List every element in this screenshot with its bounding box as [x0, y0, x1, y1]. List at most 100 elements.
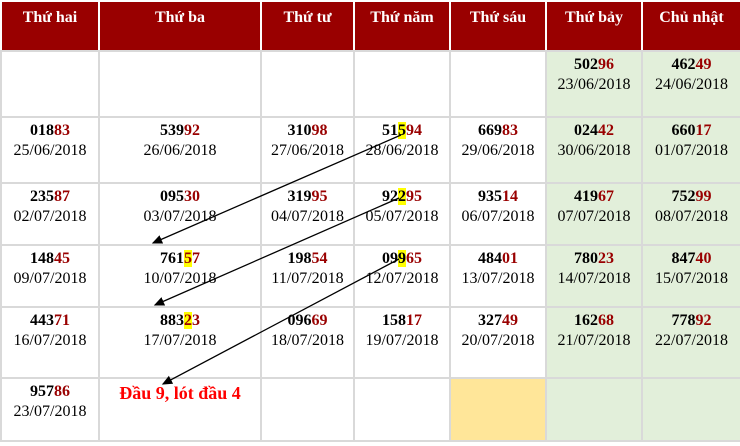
result-digit: 1: [30, 250, 38, 267]
result-date: 01/07/2018: [655, 142, 728, 159]
result-digit: 8: [671, 250, 680, 267]
result-digit: 2: [582, 122, 590, 139]
result-date: 11/07/2018: [271, 270, 344, 287]
result-digit: 8: [168, 312, 176, 329]
result-number: 48401: [451, 249, 545, 269]
result-date: 23/06/2018: [557, 76, 631, 93]
result-digit: 1: [382, 312, 390, 329]
result-digit: 2: [192, 122, 200, 139]
result-digit: 4: [319, 250, 328, 267]
result-digit: 5: [311, 250, 320, 267]
result-digit: 4: [494, 250, 502, 267]
day-cell: 31995 04/07/2018: [260, 182, 355, 246]
result-number: 23587: [2, 187, 98, 207]
result-number: 31098: [262, 121, 353, 141]
result-digit: 8: [687, 312, 696, 329]
result-digit: 8: [303, 250, 312, 267]
result-digit: 0: [192, 188, 200, 205]
result-date: 07/07/2018: [557, 208, 631, 225]
table-body: 50296 23/06/2018 46249 24/06/2018 01883 25/06…: [0, 50, 740, 442]
result-digit: 6: [62, 383, 70, 400]
result-digit: 7: [46, 383, 54, 400]
day-cell: [449, 50, 547, 118]
result-digit: 3: [46, 312, 54, 329]
result-digit: 1: [295, 188, 304, 205]
column-header-2: Thứ tư: [260, 0, 355, 52]
day-cell: 32749 20/07/2018: [449, 306, 547, 379]
result-number: 53992: [100, 121, 260, 141]
result-digit: 2: [590, 312, 598, 329]
result-number: 66983: [451, 121, 545, 141]
result-digit: 6: [478, 122, 486, 139]
result-digit: 7: [54, 312, 62, 329]
result-digit: 7: [671, 188, 680, 205]
result-digit: 6: [598, 188, 606, 205]
result-digit: 9: [311, 188, 320, 205]
result-digit: 2: [687, 56, 696, 73]
result-digit: 0: [574, 122, 582, 139]
result-digit: 2: [590, 56, 598, 73]
result-digit: 6: [582, 312, 590, 329]
result-digit: 3: [287, 122, 296, 139]
result-digit: 3: [486, 188, 494, 205]
result-digit: 5: [176, 188, 184, 205]
result-digit: 7: [671, 312, 680, 329]
result-digit: 8: [398, 312, 406, 329]
result-digit: 2: [390, 188, 398, 205]
result-digit: 4: [695, 250, 704, 267]
result-digit: 3: [606, 250, 614, 267]
result-digit: 3: [62, 122, 70, 139]
result-digit: 7: [703, 122, 712, 139]
day-cell: 09530 03/07/2018: [98, 182, 262, 246]
result-digit: 9: [295, 312, 304, 329]
result-digit: 5: [414, 188, 422, 205]
result-number: 92295: [355, 187, 449, 207]
result-digit: 0: [582, 56, 590, 73]
result-number: 19854: [262, 249, 353, 269]
result-digit: 7: [62, 188, 70, 205]
result-digit: 7: [192, 250, 200, 267]
result-digit: 7: [160, 250, 168, 267]
day-cell: 23587 02/07/2018: [0, 182, 100, 246]
result-digit: 8: [582, 250, 590, 267]
day-cell: 78023 14/07/2018: [545, 244, 643, 308]
result-date: 03/07/2018: [143, 208, 217, 225]
result-date: 19/07/2018: [365, 332, 439, 349]
result-number: 77892: [643, 311, 740, 331]
result-digit: 1: [406, 312, 414, 329]
day-cell: 15817 19/07/2018: [353, 306, 451, 379]
result-number: 02442: [547, 121, 641, 141]
result-digit: 0: [160, 188, 168, 205]
result-digit: 8: [46, 122, 54, 139]
day-cell: Đầu 9, lót đầu 4: [98, 377, 262, 442]
result-digit: 2: [30, 188, 38, 205]
result-digit: 9: [695, 312, 704, 329]
result-digit: 9: [695, 188, 704, 205]
result-digit: 1: [62, 312, 70, 329]
day-cell: 46249 24/06/2018: [641, 50, 740, 118]
result-digit: 2: [606, 122, 614, 139]
result-digit: 6: [486, 122, 494, 139]
result-digit: 6: [671, 122, 680, 139]
result-date: 15/07/2018: [655, 270, 728, 287]
result-digit: 7: [494, 312, 502, 329]
result-digit: 1: [582, 188, 590, 205]
day-cell: 14845 09/07/2018: [0, 244, 100, 308]
result-digit: 6: [679, 56, 688, 73]
result-digit: 3: [168, 122, 176, 139]
result-digit: 5: [574, 56, 582, 73]
result-digit: 8: [54, 188, 62, 205]
result-digit: 0: [382, 250, 390, 267]
result-date: 24/06/2018: [655, 76, 728, 93]
week-row-0: 50296 23/06/2018 46249 24/06/2018: [0, 50, 740, 118]
week-row-2: 23587 02/07/2018 09530 03/07/2018 31995 04/07…: [0, 182, 740, 246]
result-digit: 3: [192, 312, 200, 329]
result-digit: 5: [319, 188, 328, 205]
day-cell: 02442 30/06/2018: [545, 116, 643, 184]
result-digit: 4: [478, 250, 486, 267]
result-digit: 9: [703, 188, 712, 205]
result-digit: 1: [574, 312, 582, 329]
day-cell: [260, 377, 355, 442]
result-digit: 4: [590, 122, 598, 139]
day-cell: [98, 50, 262, 118]
